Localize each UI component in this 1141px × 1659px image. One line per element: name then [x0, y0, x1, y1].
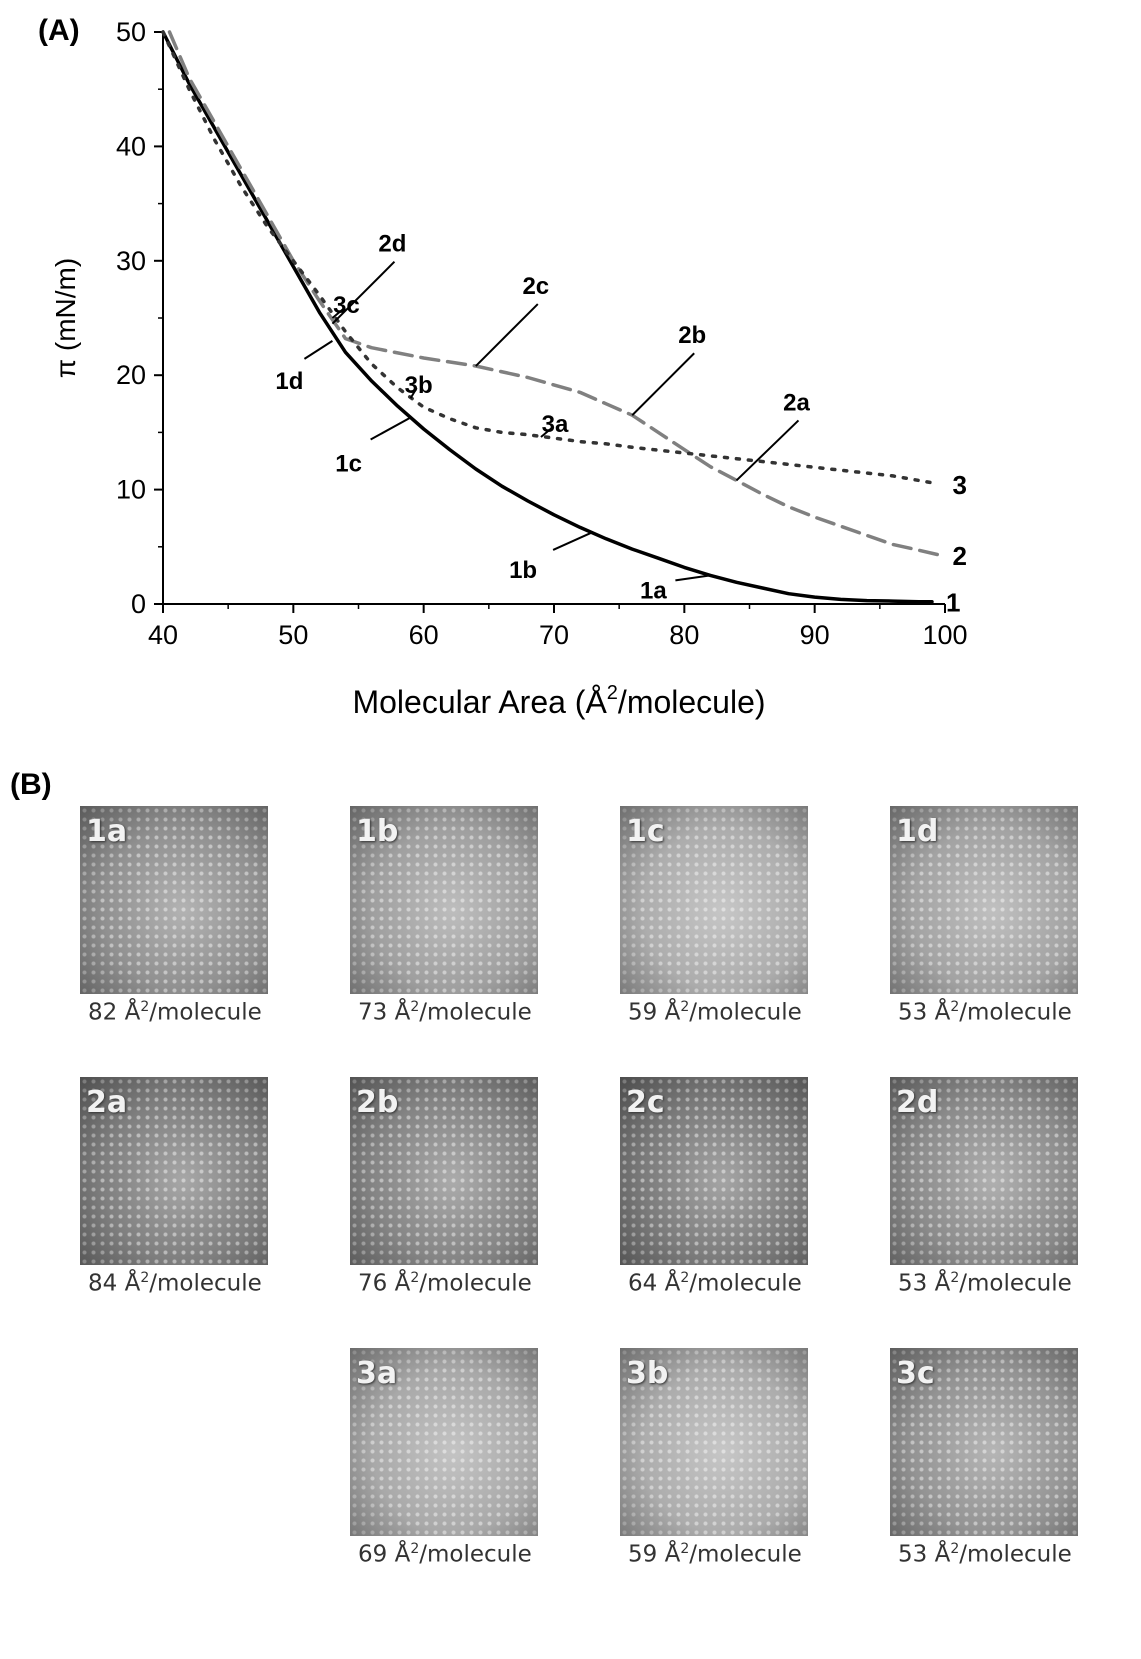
bam-image-caption: 84 Å2/molecule [88, 1270, 262, 1297]
bam-image-label: 3b [626, 1356, 669, 1391]
bam-image-1a: 1a [80, 806, 268, 994]
annotation-leader [735, 419, 800, 482]
series-3-end-label: 3 [952, 470, 966, 500]
bam-image-caption: 69 Å2/molecule [358, 1541, 532, 1568]
annotation-3a: 3a [542, 411, 569, 438]
x-axis-label: Molecular Area (Å2/molecule) [352, 682, 765, 720]
annotation-leader [475, 303, 539, 367]
y-tick-label: 20 [116, 360, 146, 390]
bam-image-label: 2d [896, 1085, 939, 1120]
bam-image-caption: 53 Å2/molecule [898, 999, 1072, 1026]
bam-image-2a: 2a [80, 1077, 268, 1265]
annotation-2b: 2b [678, 322, 706, 349]
bam-image-label: 2c [626, 1085, 665, 1120]
isotherm-chart: 40 50 60 70 80 90 100 0 10 20 30 40 50 Molecular Area… [50, 17, 968, 720]
annotation-leader [303, 340, 333, 360]
annotation-leader [540, 426, 554, 438]
bam-image-caption: 53 Å2/molecule [898, 1270, 1072, 1297]
bam-image-caption: 59 Å2/molecule [628, 1541, 802, 1568]
x-tick-label: 80 [669, 620, 699, 650]
bam-image-1d: 1d [890, 806, 1078, 994]
series-1-line [161, 30, 934, 604]
bam-image-2c: 2c [620, 1077, 808, 1265]
bam-image-caption: 64 Å2/molecule [628, 1270, 802, 1297]
x-tick-label: 70 [539, 620, 569, 650]
bam-image-label: 1d [896, 814, 939, 849]
y-tick-label: 50 [116, 17, 146, 47]
y-axis-label: π (mN/m) [50, 258, 81, 378]
x-tick-label: 90 [800, 620, 830, 650]
bam-image-2b: 2b [350, 1077, 538, 1265]
y-tick-label: 10 [116, 475, 146, 505]
x-tick-label: 100 [922, 620, 967, 650]
annotation-1a: 1a [640, 577, 667, 604]
annotation-2d: 2d [378, 231, 406, 258]
annotation-3c: 3c [333, 292, 360, 319]
y-tick-label: 30 [116, 246, 146, 276]
bam-image-caption: 76 Å2/molecule [358, 1270, 532, 1297]
bam-image-caption: 82 Å2/molecule [88, 999, 262, 1026]
y-tick-label: 40 [116, 131, 146, 161]
bam-image-label: 3c [896, 1356, 935, 1391]
bam-image-caption: 73 Å2/molecule [358, 999, 532, 1026]
annotation-leader [552, 531, 594, 551]
panel-a-label: (A) [38, 14, 80, 47]
annotation-2a: 2a [783, 389, 810, 416]
series-1-end-label: 1 [946, 588, 960, 618]
series-3-line [161, 30, 941, 486]
annotation-1d: 1d [275, 368, 303, 395]
panel-b-label: (B) [10, 768, 52, 801]
bam-image-2d: 2d [890, 1077, 1078, 1265]
series-2-line [167, 30, 941, 557]
annotation-1c: 1c [335, 451, 362, 478]
x-tick-label: 40 [148, 620, 178, 650]
annotation-2c: 2c [522, 273, 549, 300]
bam-image-1b: 1b [350, 806, 538, 994]
annotation-3b: 3b [405, 372, 433, 399]
bam-image-label: 2b [356, 1085, 399, 1120]
bam-image-label: 1c [626, 814, 665, 849]
bam-image-label: 3a [356, 1356, 398, 1391]
series-2-end-label: 2 [952, 541, 966, 571]
annotation-leader [409, 387, 418, 399]
annotation-leader [331, 261, 396, 325]
annotation-leader [370, 416, 412, 441]
bam-image-3c: 3c [890, 1348, 1078, 1536]
bam-image-label: 2a [86, 1085, 128, 1120]
x-tick-label: 50 [278, 620, 308, 650]
bam-image-caption: 53 Å2/molecule [898, 1541, 1072, 1568]
annotation-1b: 1b [509, 557, 537, 584]
annotation-leader [631, 352, 695, 416]
bam-image-3b: 3b [620, 1348, 808, 1536]
bam-image-caption: 59 Å2/molecule [628, 999, 802, 1026]
annotation-leader [331, 307, 346, 319]
bam-image-label: 1a [86, 814, 128, 849]
bam-image-1c: 1c [620, 806, 808, 994]
bam-image-label: 1b [356, 814, 399, 849]
bam-image-3a: 3a [350, 1348, 538, 1536]
x-tick-label: 60 [409, 620, 439, 650]
annotation-leader [675, 574, 711, 582]
y-tick-label: 0 [131, 589, 146, 619]
